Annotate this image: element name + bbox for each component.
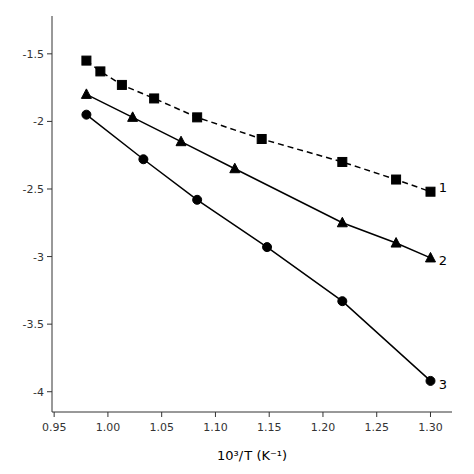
point <box>425 252 435 262</box>
series <box>82 56 435 196</box>
point <box>392 175 401 184</box>
series <box>81 89 435 262</box>
point <box>193 195 202 204</box>
x-axis-label: 10³/ T (K⁻¹) <box>217 448 287 463</box>
point <box>337 217 347 227</box>
x-tick-label: 0.95 <box>42 421 67 434</box>
point <box>82 110 91 119</box>
series-line <box>86 61 430 192</box>
y-tick <box>47 53 52 54</box>
point <box>426 376 435 385</box>
point <box>391 238 401 248</box>
series-line <box>86 94 430 258</box>
annotations: 1 2 3 <box>439 180 447 392</box>
series-label: 3 <box>439 377 447 392</box>
series-line <box>86 115 430 381</box>
y-tick <box>47 324 52 325</box>
point <box>257 134 266 143</box>
point <box>96 67 105 76</box>
x-tick-label: 1.00 <box>96 421 121 434</box>
point <box>176 136 186 146</box>
point <box>82 56 91 65</box>
y-tick-label: -4 <box>33 386 44 399</box>
y-tick-label: -2 <box>33 115 44 128</box>
point <box>139 155 148 164</box>
x-tick <box>269 412 270 417</box>
point <box>150 94 159 103</box>
point <box>263 243 272 252</box>
x-tick <box>107 412 108 417</box>
series <box>82 110 435 385</box>
series-label: 1 <box>439 180 447 195</box>
y-tick <box>47 391 52 392</box>
point <box>128 112 138 122</box>
point <box>426 187 435 196</box>
point <box>81 89 91 99</box>
point <box>338 297 347 306</box>
y-tick-label: -2.5 <box>23 183 44 196</box>
x-tick-label: 1.15 <box>257 421 282 434</box>
y-tick <box>47 121 52 122</box>
axes: 0.95 1.00 1.05 1.10 1.15 1.20 1.25 1.30 -4 -3.5 -3… <box>23 16 452 434</box>
x-tick-label: 1.30 <box>418 421 443 434</box>
y-tick-label: -1.5 <box>23 48 44 61</box>
x-tick-label: 1.25 <box>364 421 389 434</box>
x-tick-label: 1.10 <box>203 421 228 434</box>
y-tick <box>47 188 52 189</box>
x-tick-label: 1.05 <box>149 421 174 434</box>
point <box>230 163 240 173</box>
series-label: 2 <box>439 253 447 268</box>
x-tick <box>322 412 323 417</box>
x-tick <box>430 412 431 417</box>
chart: 0.95 1.00 1.05 1.10 1.15 1.20 1.25 1.30 -4 -3.5 -3… <box>0 0 474 474</box>
x-tick <box>376 412 377 417</box>
y-tick-label: -3 <box>33 251 44 264</box>
point <box>338 157 347 166</box>
x-tick <box>54 412 55 417</box>
point <box>117 80 126 89</box>
x-axis-line <box>52 412 452 413</box>
x-tick-label: 1.20 <box>311 421 336 434</box>
x-tick <box>215 412 216 417</box>
y-tick <box>47 256 52 257</box>
plot-area <box>81 56 435 385</box>
y-tick-label: -3.5 <box>23 318 44 331</box>
x-tick <box>161 412 162 417</box>
y-axis-line <box>52 16 53 412</box>
point <box>193 113 202 122</box>
